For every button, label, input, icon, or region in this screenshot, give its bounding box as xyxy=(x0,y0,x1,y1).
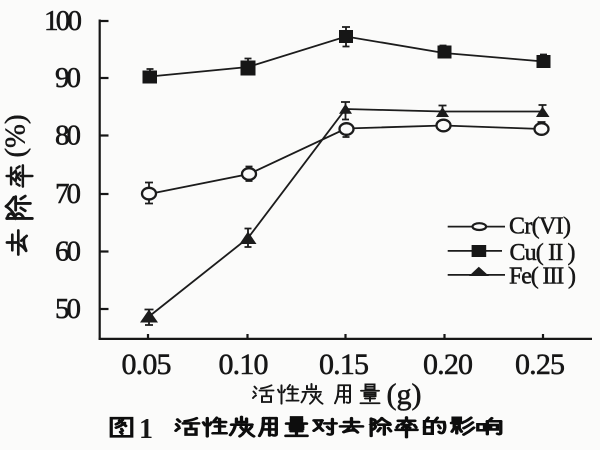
svg-text:(g): (g) xyxy=(387,378,422,411)
svg-text:100: 100 xyxy=(44,5,82,37)
svg-text:90: 90 xyxy=(55,62,81,94)
svg-text:Cu( II ): Cu( II ) xyxy=(510,240,576,266)
svg-text:0.10: 0.10 xyxy=(219,348,269,381)
svg-text:(%): (%) xyxy=(1,115,32,158)
svg-text:80: 80 xyxy=(55,120,81,152)
svg-text:60: 60 xyxy=(55,236,81,268)
svg-text:1: 1 xyxy=(139,414,153,445)
svg-text:0.25: 0.25 xyxy=(515,348,565,381)
svg-text:50: 50 xyxy=(55,293,81,325)
svg-text:Cr(VI): Cr(VI) xyxy=(509,214,571,240)
svg-text:0.15: 0.15 xyxy=(319,348,369,381)
svg-text:Fe( III ): Fe( III ) xyxy=(509,264,576,290)
svg-text:0.20: 0.20 xyxy=(423,348,473,381)
svg-text:0.05: 0.05 xyxy=(122,348,172,381)
svg-text:70: 70 xyxy=(55,178,81,210)
